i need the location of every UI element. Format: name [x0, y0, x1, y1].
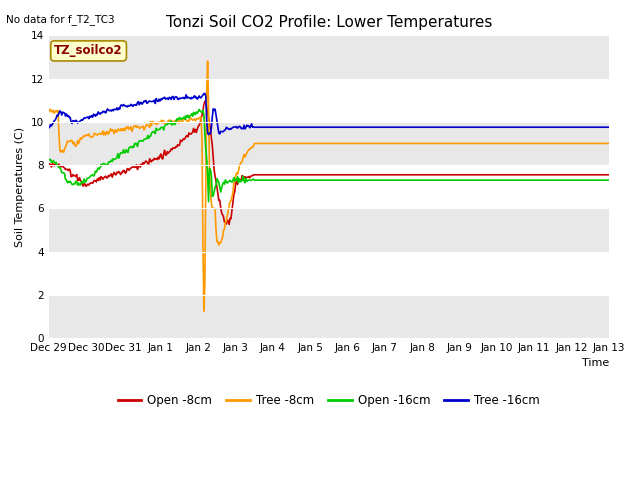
Bar	[49, 295, 609, 338]
Bar	[49, 208, 609, 252]
Text: No data for f_T2_TC3: No data for f_T2_TC3	[6, 14, 115, 25]
Text: TZ_soilco2: TZ_soilco2	[54, 45, 123, 58]
X-axis label: Time: Time	[582, 359, 609, 369]
Bar	[49, 36, 609, 79]
Y-axis label: Soil Temperatures (C): Soil Temperatures (C)	[15, 127, 25, 247]
Title: Tonzi Soil CO2 Profile: Lower Temperatures: Tonzi Soil CO2 Profile: Lower Temperatur…	[166, 15, 492, 30]
Bar	[49, 122, 609, 165]
Legend: Open -8cm, Tree -8cm, Open -16cm, Tree -16cm: Open -8cm, Tree -8cm, Open -16cm, Tree -…	[113, 389, 545, 412]
